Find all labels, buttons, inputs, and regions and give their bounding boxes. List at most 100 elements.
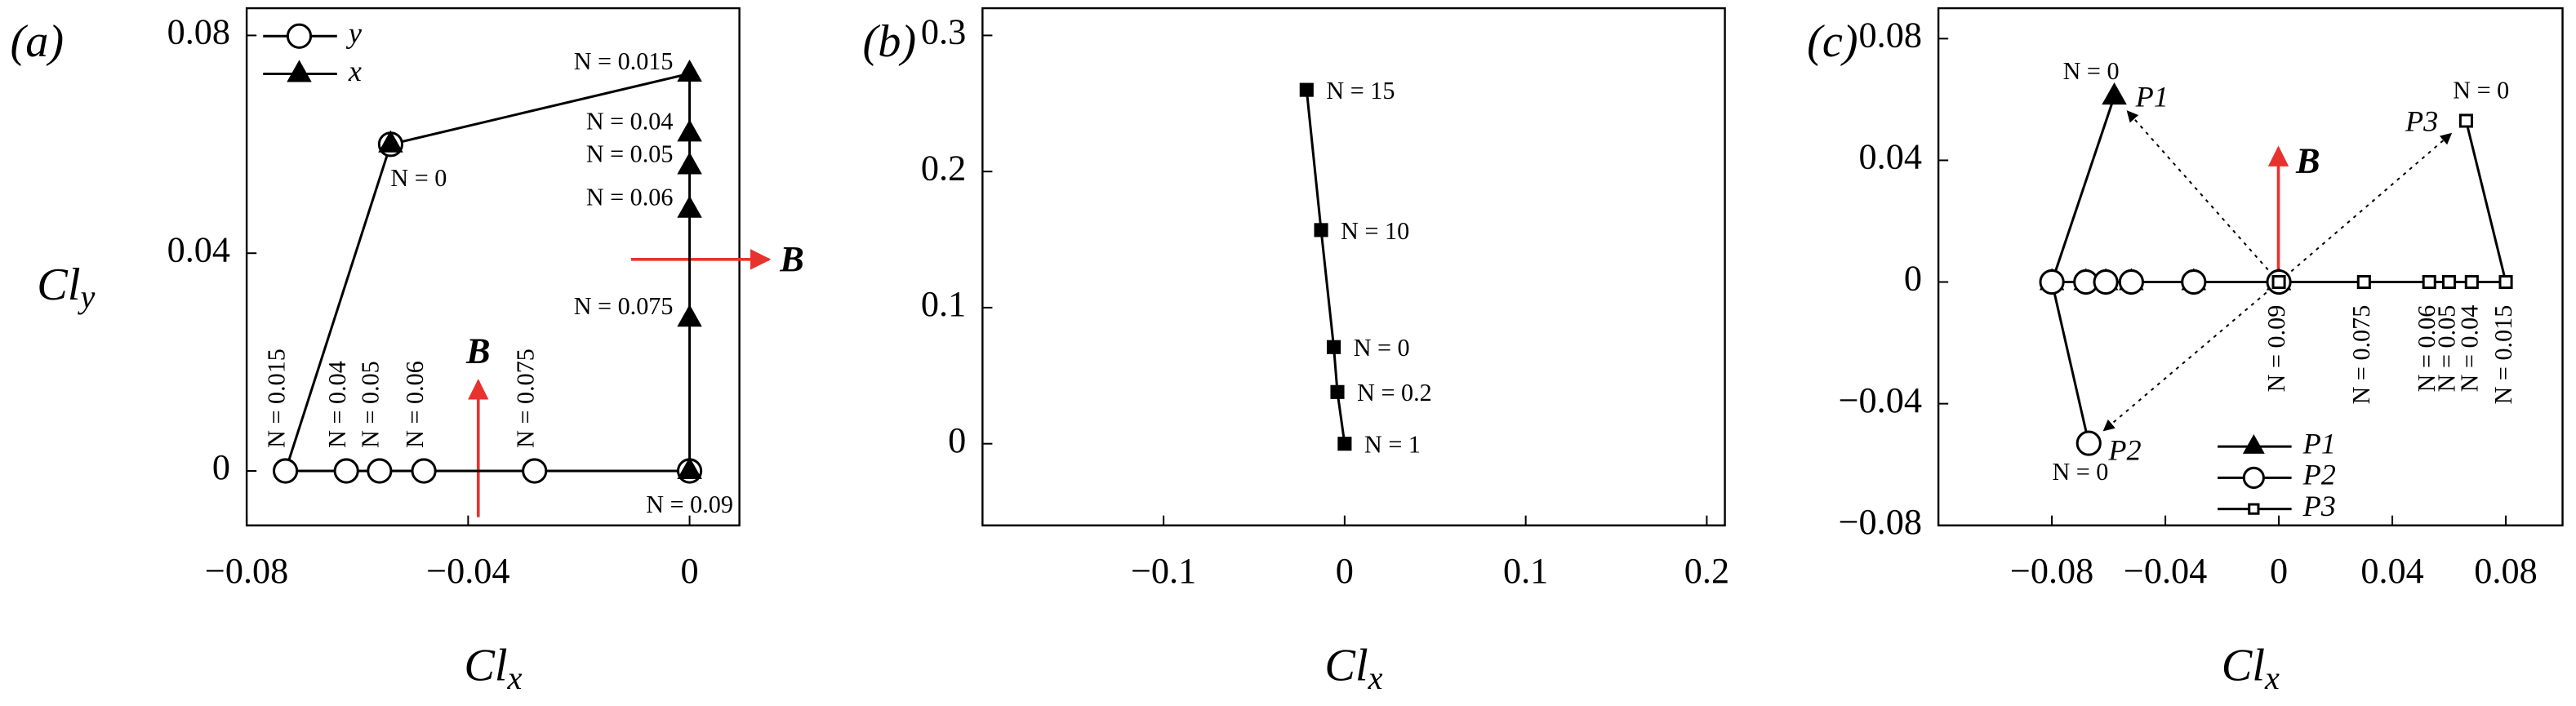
legend-label: P2 [2302, 459, 2336, 491]
y-tick-label: 0 [1904, 259, 1922, 299]
marker [2441, 274, 2457, 290]
point-label: N = 0.09 [646, 491, 733, 518]
y-tick-label: 0.08 [1859, 15, 1922, 55]
y-axis-title: Cly [37, 260, 95, 315]
x-axis-title-main: Cl [2222, 641, 2265, 691]
x-tick-label: 0.04 [2360, 551, 2423, 591]
point-label: N = 0.05 [2432, 305, 2460, 393]
marker [1327, 340, 1341, 354]
point-label: N = 0 [1354, 334, 1410, 362]
point-label: N = 15 [1326, 77, 1395, 104]
direction-arrow [2102, 281, 2280, 432]
x-axis-title: Clx [1324, 641, 1382, 696]
point-label: N = 0.015 [574, 47, 674, 75]
series-tag: P2 [2107, 433, 2141, 466]
marker [2181, 269, 2207, 295]
point-label: N = 0.04 [586, 107, 674, 135]
plot-frame [1937, 7, 2564, 526]
legend-marker [2242, 434, 2265, 454]
x-tick-label: 0.08 [2474, 551, 2537, 591]
y-axis-title-sub: y [78, 278, 96, 315]
y-tick-label: 0 [948, 420, 966, 460]
y-tick-label: 0.1 [921, 284, 966, 324]
marker [2039, 269, 2065, 295]
x-tick-label: −0.04 [2124, 551, 2207, 591]
marker [677, 195, 702, 218]
point-label: N = 0.2 [1357, 379, 1432, 406]
point-label: N = 0.05 [357, 361, 385, 448]
point-label: N = 0.075 [574, 292, 674, 320]
marker [677, 304, 702, 327]
x-tick-label: −0.08 [205, 551, 288, 591]
marker [411, 458, 437, 484]
point-label: N = 0.04 [323, 361, 351, 448]
point-label: N = 0.06 [401, 361, 429, 448]
marker [367, 458, 393, 484]
marker [2458, 113, 2473, 128]
point-label: N = 0.05 [586, 140, 674, 167]
point-label: N = 0 [2063, 57, 2120, 85]
annotation: B [465, 331, 491, 371]
y-tick-label: 0.3 [921, 12, 966, 52]
y-tick-label: −0.04 [1839, 380, 1922, 420]
legend-label: P3 [2302, 490, 2336, 522]
x-tick-label: −0.08 [2010, 551, 2093, 591]
marker [1337, 437, 1352, 451]
x-tick-label: 0 [681, 551, 699, 591]
point-label: N = 0 [2052, 458, 2108, 486]
point-label: N = 0.06 [2413, 305, 2440, 393]
point-label: N = 1 [1364, 431, 1421, 459]
legend-label: x [348, 55, 362, 87]
x-axis-title-main: Cl [464, 641, 507, 691]
legend-marker [2242, 466, 2265, 489]
series-line [2049, 95, 2280, 284]
direction-arrow [2278, 132, 2453, 283]
marker [2075, 430, 2102, 456]
marker [2271, 274, 2286, 290]
x-axis-title-main: Cl [1324, 641, 1368, 691]
marker [378, 130, 403, 153]
y-tick-label: −0.08 [1839, 502, 1922, 542]
marker [1299, 82, 1314, 97]
y-tick-label: 0.04 [167, 229, 230, 269]
x-tick-label: −0.1 [1131, 551, 1196, 591]
point-label: N = 0.015 [262, 349, 290, 448]
x-axis-title: Clx [2222, 641, 2280, 696]
plot-frame [245, 7, 741, 526]
point-label: N = 0.04 [2455, 305, 2483, 393]
y-tick-label: 0.04 [1859, 137, 1922, 177]
legend-marker [2248, 503, 2260, 515]
y-axis-title-main: Cl [37, 260, 80, 310]
point-label: N = 0.075 [2347, 305, 2375, 405]
point-label: N = 0.06 [586, 184, 674, 211]
panel-label: (b) [862, 16, 916, 67]
point-label: N = 0.075 [512, 349, 540, 448]
point-label: N = 0.015 [2489, 305, 2517, 405]
series-line [2050, 281, 2280, 444]
x-tick-label: 0.2 [1684, 551, 1729, 591]
x-axis-title-sub: x [1368, 659, 1383, 696]
x-tick-label: 0.1 [1503, 551, 1548, 591]
marker [677, 119, 702, 142]
series-tag: P3 [2405, 104, 2438, 137]
direction-arrow [2126, 110, 2280, 283]
x-tick-label: −0.04 [426, 551, 509, 591]
marker [2498, 274, 2513, 290]
annotation: B [2295, 140, 2320, 180]
marker [522, 458, 548, 484]
marker [333, 458, 359, 484]
marker [2464, 274, 2479, 290]
point-label: N = 10 [1341, 217, 1409, 245]
point-label: N = 0 [390, 164, 447, 192]
legend-marker [286, 23, 313, 49]
x-axis-title-sub: x [507, 659, 523, 696]
x-tick-label: 0 [2270, 551, 2288, 591]
marker [2102, 82, 2127, 105]
marker [1314, 223, 1328, 238]
marker [2093, 269, 2119, 295]
point-label: N = 0.09 [2262, 305, 2290, 393]
marker [2118, 269, 2144, 295]
x-axis-title-sub: x [2264, 659, 2280, 696]
